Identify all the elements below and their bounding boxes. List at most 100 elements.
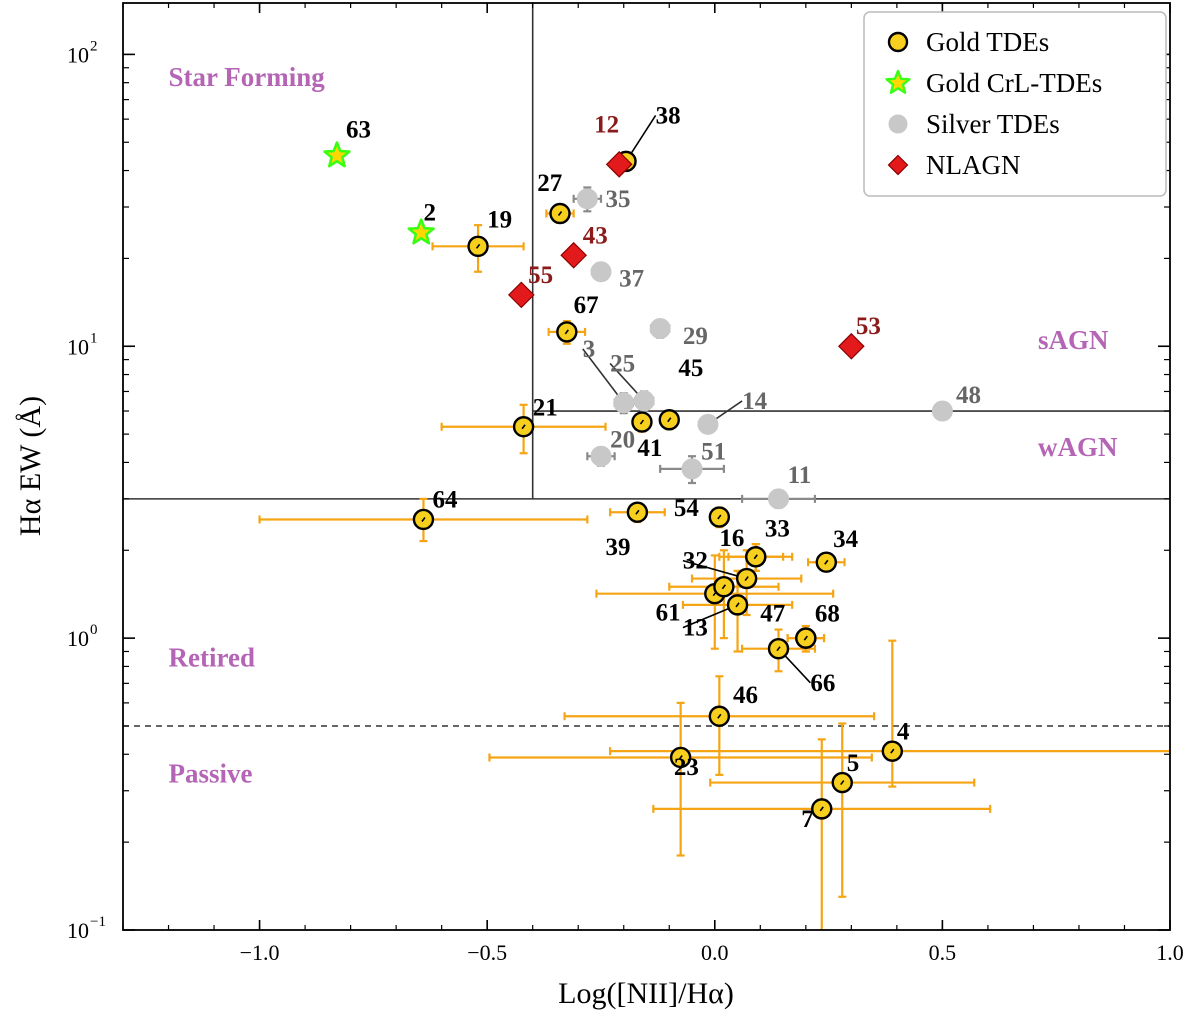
point-label: 20 <box>610 426 635 453</box>
gold-tde-center-tick <box>564 329 569 335</box>
point-label: 32 <box>683 548 708 575</box>
point-label: 63 <box>346 116 371 143</box>
point-label: 35 <box>606 186 631 213</box>
point-label: 48 <box>956 382 981 409</box>
nlagn-diamond <box>507 281 535 309</box>
point-label: 41 <box>637 435 662 462</box>
gold-tde-center-tick <box>639 419 645 425</box>
silver-tde-point <box>681 458 703 480</box>
silver-tde-point <box>931 400 953 422</box>
y-tick-label: 10 <box>67 626 89 651</box>
region-label: sAGN <box>1038 325 1109 355</box>
label-leader <box>682 559 747 580</box>
point-label: 67 <box>574 292 599 319</box>
point-label: 29 <box>683 323 708 350</box>
gold-tde-center-tick <box>840 780 845 786</box>
y-tick-label: 10 <box>67 334 89 359</box>
x-tick-label: 0.0 <box>701 940 729 965</box>
crl-tde-star <box>323 141 351 168</box>
gold-tde-center-tick <box>717 713 722 719</box>
point-label: 66 <box>810 670 835 697</box>
y-axis-title: Hα EW (Å) <box>14 396 47 536</box>
point-label: 45 <box>678 355 703 382</box>
point-label: 16 <box>719 525 744 552</box>
data-points <box>323 141 953 820</box>
point-label: 11 <box>788 462 812 489</box>
point-label: 7 <box>801 806 814 833</box>
y-tick-exponent: 2 <box>90 38 98 54</box>
point-label: 21 <box>533 394 558 421</box>
point-label: 46 <box>733 682 758 709</box>
region-label: Retired <box>169 642 255 672</box>
gold-tde-center-tick <box>890 748 895 754</box>
label-leader <box>582 348 625 404</box>
gold-tde-center-tick <box>753 554 758 560</box>
point-label: 37 <box>619 266 644 293</box>
point-label: 19 <box>487 207 512 234</box>
gold-tde-center-tick <box>421 516 426 522</box>
x-tick-label: 1.0 <box>1156 940 1184 965</box>
crl-tde-star <box>407 218 435 245</box>
silver-tde-point <box>633 390 655 412</box>
point-label: 33 <box>765 515 790 542</box>
y-tick-exponent: 1 <box>90 330 98 346</box>
point-label: 61 <box>656 599 681 626</box>
point-label: 64 <box>433 487 459 514</box>
y-tick-label: 10 <box>67 918 89 943</box>
point-label: 47 <box>760 601 785 628</box>
y-tick-exponent: −1 <box>90 914 106 930</box>
legend-marker-star <box>885 69 911 94</box>
point-label: 38 <box>656 102 681 129</box>
legend-marker-gold <box>887 31 909 53</box>
x-tick-label: −0.5 <box>467 940 507 965</box>
gold-tde-center-tick <box>776 646 781 652</box>
gold-tde-center-tick <box>635 509 640 515</box>
gold-tde-center-tick <box>667 417 672 423</box>
region-label: wAGN <box>1038 432 1118 462</box>
gold-tde-center-tick <box>744 576 749 582</box>
divider-lines <box>123 3 1170 727</box>
legend-box <box>863 11 1167 197</box>
gold-tde-center-tick <box>803 635 808 641</box>
region-label: Star Forming <box>169 62 326 92</box>
point-label: 43 <box>583 222 608 249</box>
silver-tde-point <box>649 318 671 340</box>
region-label: Passive <box>169 759 253 789</box>
legend-label: Silver TDEs <box>926 109 1060 139</box>
point-label: 5 <box>847 750 860 777</box>
y-tick-exponent: 0 <box>90 622 98 638</box>
point-label: 34 <box>833 526 859 553</box>
legend: Gold TDEs Gold CrL-TDEs Silver TDEs NLAGN <box>863 11 1167 197</box>
point-label: 68 <box>815 601 840 628</box>
gold-tde-center-tick <box>475 243 481 249</box>
point-label: 12 <box>594 112 619 139</box>
legend-label: NLAGN <box>926 150 1021 180</box>
point-label: 14 <box>742 388 768 415</box>
silver-tde-point <box>576 188 598 210</box>
silver-tde-point <box>768 488 790 510</box>
gold-tde-center-tick <box>819 806 824 812</box>
region-labels: Star Forming sAGN wAGN Retired Passive <box>169 62 1118 789</box>
y-tick-label: 10 <box>67 42 89 67</box>
x-tick-label: 0.5 <box>929 940 957 965</box>
legend-label: Gold TDEs <box>926 27 1049 57</box>
silver-tde-point <box>613 392 635 414</box>
point-label: 54 <box>674 495 700 522</box>
gold-tde-center-tick <box>557 211 563 216</box>
point-label: 25 <box>610 350 635 377</box>
point-label: 13 <box>683 615 708 642</box>
error-bars <box>258 151 1170 930</box>
gold-tde-center-tick <box>824 559 829 565</box>
nlagn-diamond <box>605 151 633 178</box>
plot-frame <box>122 2 1171 931</box>
point-label: 2 <box>423 199 436 226</box>
nlagn-diamond <box>560 241 588 269</box>
gold-tde-center-tick <box>521 424 526 430</box>
legend-marker-silver <box>888 114 908 134</box>
legend-label: Gold CrL-TDEs <box>926 68 1102 98</box>
silver-tde-point <box>590 261 612 283</box>
point-label: 55 <box>528 262 553 289</box>
gold-tde-center-tick <box>717 514 722 520</box>
